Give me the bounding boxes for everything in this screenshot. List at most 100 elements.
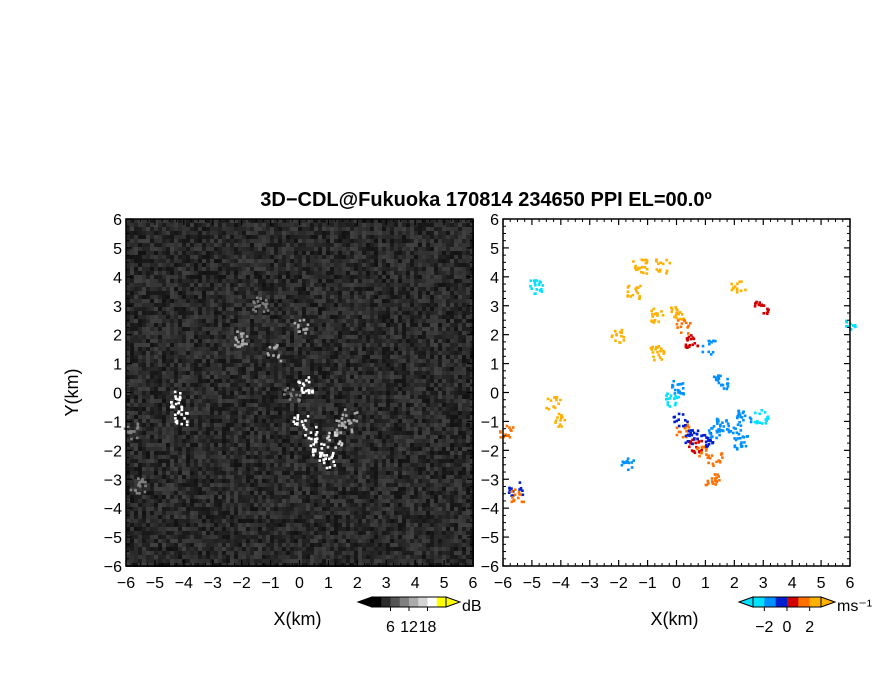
noise-cell [314,347,318,351]
noise-cell [286,403,290,407]
noise-cell [186,371,190,375]
noise-cell [310,287,314,291]
noise-cell [310,359,314,363]
noise-cell [154,295,158,299]
noise-cell [370,431,374,435]
noise-cell [310,387,314,391]
noise-cell [454,415,458,419]
noise-cell [246,219,250,223]
noise-cell [258,279,262,283]
noise-cell [358,379,362,383]
noise-cell [162,279,166,283]
noise-cell [326,331,330,335]
noise-cell [438,419,442,423]
noise-cell [198,355,202,359]
noise-cell [362,291,366,295]
noise-cell [290,247,294,251]
noise-cell [398,255,402,259]
noise-cell [410,279,414,283]
noise-cell [350,387,354,391]
noise-cell [386,327,390,331]
noise-cell [266,311,270,315]
noise-cell [342,295,346,299]
noise-cell [306,423,310,427]
noise-cell [418,231,422,235]
noise-cell [390,303,394,307]
noise-cell [182,339,186,343]
noise-cell [222,271,226,275]
noise-cell [314,263,318,267]
noise-cell [262,415,266,419]
noise-cell [438,443,442,447]
noise-cell [362,319,366,323]
noise-cell [438,411,442,415]
noise-cell [246,243,250,247]
noise-cell [194,371,198,375]
noise-cell [346,271,350,275]
noise-cell [222,283,226,287]
noise-cell [170,295,174,299]
noise-cell [326,355,330,359]
noise-cell [314,251,318,255]
noise-cell [226,291,230,295]
noise-cell [402,427,406,431]
noise-cell [294,267,298,271]
noise-cell [238,227,242,231]
noise-cell [154,375,158,379]
noise-cell [310,423,314,427]
noise-cell [302,407,306,411]
noise-cell [334,263,338,267]
noise-cell [146,283,150,287]
noise-cell [350,395,354,399]
noise-cell [342,331,346,335]
noise-cell [222,327,226,331]
noise-cell [310,271,314,275]
noise-cell [238,239,242,243]
noise-cell [454,287,458,291]
noise-cell [242,347,246,351]
noise-cell [270,223,274,227]
noise-cell [158,315,162,319]
noise-cell [282,227,286,231]
noise-cell [386,343,390,347]
noise-cell [442,427,446,431]
noise-cell [410,315,414,319]
noise-cell [306,299,310,303]
noise-cell [174,415,178,419]
noise-cell [250,347,254,351]
noise-cell [198,311,202,315]
noise-cell [342,243,346,247]
noise-cell [366,339,370,343]
noise-cell [442,375,446,379]
noise-cell [270,323,274,327]
noise-cell [202,415,206,419]
noise-cell [318,419,322,423]
noise-cell [210,283,214,287]
noise-cell [250,343,254,347]
noise-cell [154,371,158,375]
noise-cell [354,299,358,303]
noise-cell [254,391,258,395]
noise-cell [154,327,158,331]
noise-cell [218,395,222,399]
noise-cell [170,339,174,343]
noise-cell [350,347,354,351]
noise-cell [410,267,414,271]
noise-cell [338,315,342,319]
noise-cell [426,299,430,303]
noise-cell [198,439,202,443]
noise-cell [378,255,382,259]
noise-cell [146,367,150,371]
noise-cell [362,379,366,383]
noise-cell [446,247,450,251]
noise-cell [230,403,234,407]
noise-cell [390,271,394,275]
noise-cell [402,255,406,259]
noise-cell [294,331,298,335]
noise-cell [182,351,186,355]
noise-cell [138,331,142,335]
noise-cell [434,271,438,275]
noise-cell [146,239,150,243]
noise-cell [430,411,434,415]
noise-cell [454,423,458,427]
